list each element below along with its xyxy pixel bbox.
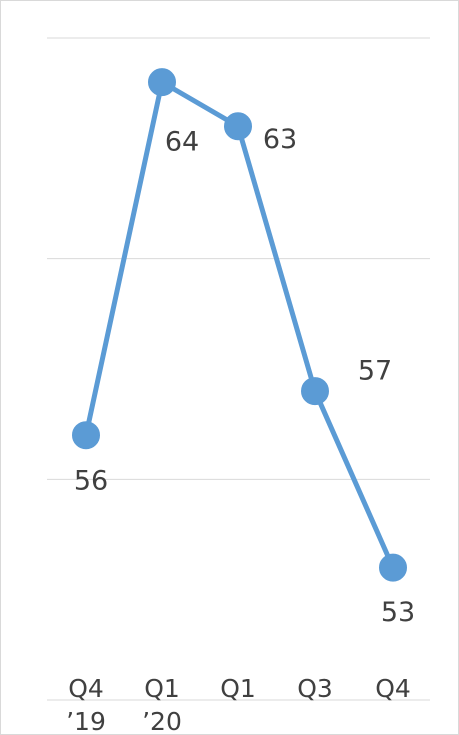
data-label: 63	[263, 124, 297, 155]
data-label: 57	[358, 356, 392, 387]
data-point	[72, 421, 100, 450]
data-point	[379, 553, 407, 582]
data-point	[224, 112, 252, 141]
data-label: 56	[74, 466, 108, 497]
x-tick-label: ’20	[142, 707, 182, 735]
data-labels: 56 64 63 57 53	[74, 124, 415, 628]
x-tick-label: Q4	[375, 674, 411, 703]
x-tick-label: Q3	[297, 674, 333, 703]
data-point	[148, 68, 176, 97]
data-label: 53	[381, 597, 415, 628]
x-tick-label: Q1	[220, 674, 256, 703]
x-tick-label: ’19	[66, 707, 106, 735]
data-points	[72, 68, 407, 582]
data-point	[301, 377, 329, 406]
data-label: 64	[165, 127, 199, 158]
x-tick-label: Q1	[144, 674, 180, 703]
series-line	[83, 79, 396, 571]
gridlines	[47, 37, 430, 701]
x-tick-labels: Q4 ’19 Q1 ’20 Q1 Q3 Q4	[66, 674, 411, 735]
x-tick-label: Q4	[68, 674, 104, 703]
